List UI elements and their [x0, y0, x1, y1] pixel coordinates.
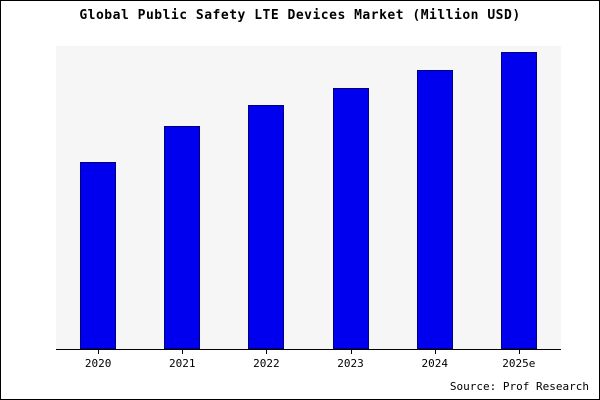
source-note: Source: Prof Research	[449, 380, 589, 393]
bar-column-2020	[80, 46, 117, 349]
x-axis-tick-row: 2020 2021 2022 2023 2024 2025e	[56, 350, 561, 370]
bar-column-2024	[416, 46, 453, 349]
bar-column-2021	[164, 46, 201, 349]
x-tick-label-2021: 2021	[152, 350, 212, 370]
bar-2021	[164, 126, 201, 349]
bar-2024	[416, 69, 453, 349]
bar-column-2023	[332, 46, 369, 349]
bar-2025e	[500, 51, 537, 349]
bar-2023	[332, 87, 369, 349]
bar-2022	[248, 105, 285, 349]
bar-2020	[80, 161, 117, 349]
x-tick-label-2020: 2020	[68, 350, 128, 370]
bar-group	[56, 46, 561, 349]
plot-area	[56, 46, 561, 350]
bar-column-2025e	[500, 46, 537, 349]
chart-title: Global Public Safety LTE Devices Market …	[79, 8, 521, 23]
x-tick-label-2022: 2022	[236, 350, 296, 370]
bar-column-2022	[248, 46, 285, 349]
x-tick-label-2025e: 2025e	[489, 350, 549, 370]
x-tick-label-2024: 2024	[405, 350, 465, 370]
x-tick-label-2023: 2023	[321, 350, 381, 370]
